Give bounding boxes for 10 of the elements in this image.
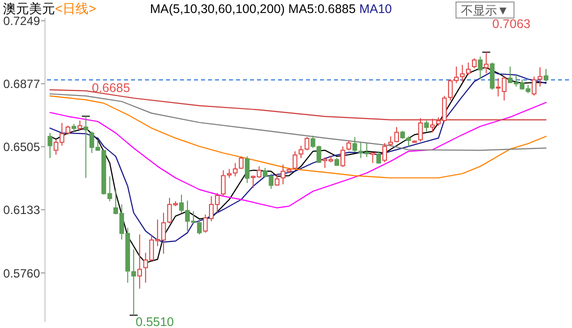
y-tick-label: 0.6133	[3, 203, 40, 218]
annotation: 0.6685	[92, 81, 130, 96]
y-tick-label: 0.6877	[3, 77, 40, 92]
header: 澳元美元<日线> MA(5,10,30,60,100,200) MA5:0.6885 MA10	[3, 1, 392, 16]
y-tick-label: 0.6505	[3, 140, 40, 154]
annotation: 0.5510	[136, 315, 174, 328]
annotation: 0.7063	[492, 17, 531, 32]
y-tick-label: 0.7249	[3, 14, 40, 28]
toolbar-button: 不显示▼	[456, 2, 514, 18]
y-tick-label: 0.5760	[3, 266, 40, 280]
